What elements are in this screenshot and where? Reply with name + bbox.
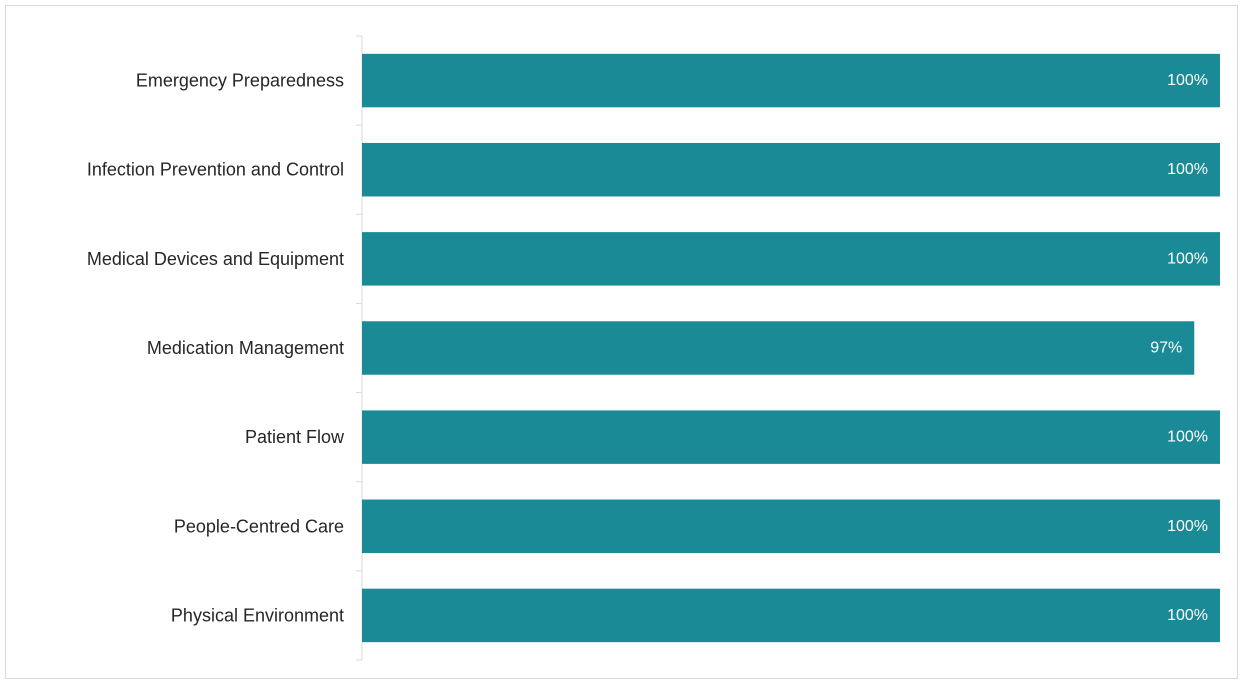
- data-label: 100%: [1167, 518, 1208, 535]
- category-label: Physical Environment: [171, 605, 344, 625]
- bar-chart: Emergency Preparedness Infection Preventi…: [87, 35, 1220, 661]
- bar: [362, 232, 1220, 286]
- data-label: 97%: [1150, 340, 1182, 357]
- data-label: 100%: [1167, 429, 1208, 446]
- data-label: 100%: [1167, 250, 1208, 267]
- category-label: Medication Management: [147, 338, 344, 358]
- category-label: Emergency Preparedness: [136, 71, 344, 91]
- data-labels: 100% 100% 100% 97% 100% 100% 100%: [1150, 72, 1208, 624]
- chart-frame: Emergency Preparedness Infection Preventi…: [5, 5, 1238, 679]
- category-labels: Emergency Preparedness Infection Preventi…: [87, 71, 345, 626]
- data-label: 100%: [1167, 161, 1208, 178]
- bar: [362, 499, 1220, 554]
- bar: [362, 53, 1220, 108]
- category-axis: [356, 35, 363, 661]
- bar: [362, 321, 1195, 375]
- bar: [362, 588, 1220, 643]
- category-label: Infection Prevention and Control: [87, 160, 344, 180]
- bars: [362, 53, 1220, 643]
- bar: [362, 142, 1220, 197]
- category-label: People-Centred Care: [174, 516, 344, 536]
- data-label: 100%: [1167, 607, 1208, 624]
- bar: [362, 410, 1220, 464]
- category-label: Patient Flow: [245, 427, 345, 447]
- category-label: Medical Devices and Equipment: [87, 249, 344, 269]
- data-label: 100%: [1167, 72, 1208, 89]
